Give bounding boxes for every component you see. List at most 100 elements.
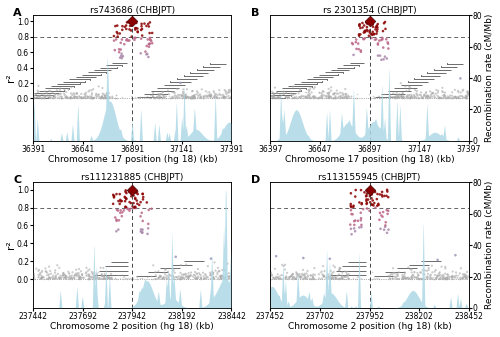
Point	[402, 95, 410, 100]
Point	[336, 94, 344, 99]
Point	[432, 276, 440, 281]
Point	[192, 271, 200, 276]
Point	[384, 46, 392, 51]
Point	[336, 266, 344, 271]
Point	[438, 95, 446, 100]
Point	[306, 276, 314, 281]
Point	[324, 86, 332, 92]
Point	[444, 95, 452, 101]
Point	[149, 90, 157, 96]
Point	[40, 91, 48, 97]
Point	[328, 276, 336, 281]
Point	[102, 276, 110, 281]
Point	[343, 95, 351, 100]
Point	[62, 94, 70, 99]
Point	[42, 269, 50, 274]
Point	[422, 93, 430, 98]
Point	[335, 267, 343, 273]
Point	[178, 275, 186, 280]
Point	[126, 27, 134, 32]
Point	[106, 95, 114, 101]
Point	[210, 94, 218, 100]
Point	[344, 276, 352, 281]
Point	[376, 226, 384, 232]
Point	[300, 272, 308, 277]
Point	[274, 275, 282, 281]
Point	[56, 86, 64, 91]
Point	[318, 92, 326, 97]
Point	[329, 275, 337, 281]
Point	[50, 93, 58, 99]
Point	[104, 94, 112, 100]
Point	[183, 87, 191, 92]
Point	[70, 275, 78, 280]
Point	[372, 27, 380, 32]
Point	[225, 274, 233, 279]
Point	[348, 232, 356, 237]
Point	[57, 94, 65, 100]
Point	[356, 22, 364, 27]
Point	[146, 96, 154, 101]
Point	[58, 275, 66, 280]
Point	[80, 275, 88, 280]
Point	[452, 96, 460, 101]
Point	[407, 94, 415, 99]
Point	[370, 94, 378, 100]
Point	[34, 89, 42, 95]
Point	[444, 272, 452, 277]
Point	[330, 95, 338, 101]
Point	[363, 206, 371, 211]
Point	[190, 95, 198, 100]
Point	[122, 190, 130, 196]
Point	[341, 90, 349, 96]
Point	[322, 275, 330, 280]
Point	[164, 88, 172, 93]
Point	[180, 272, 188, 277]
Point	[188, 89, 196, 94]
Point	[200, 95, 207, 100]
Point	[56, 274, 64, 280]
Point	[205, 92, 213, 98]
Point	[381, 54, 389, 59]
Point	[408, 273, 416, 279]
Point	[292, 276, 300, 281]
Point	[444, 274, 452, 279]
Point	[84, 89, 92, 94]
Point	[434, 88, 442, 93]
Point	[436, 272, 444, 277]
Point	[289, 272, 297, 277]
Point	[440, 275, 448, 280]
Point	[350, 218, 358, 224]
Point	[451, 94, 459, 100]
Point	[59, 273, 67, 278]
Point	[112, 95, 120, 101]
Point	[448, 273, 456, 278]
Point	[184, 274, 192, 280]
Point	[464, 90, 472, 95]
X-axis label: Chromosome 2 position (hg 18) (kb): Chromosome 2 position (hg 18) (kb)	[288, 323, 452, 332]
Point	[218, 274, 226, 279]
Point	[227, 94, 235, 100]
Point	[460, 94, 468, 99]
Point	[102, 93, 110, 99]
Point	[106, 275, 114, 280]
Point	[130, 201, 138, 206]
Point	[177, 274, 185, 279]
Point	[114, 34, 122, 39]
Point	[66, 273, 74, 279]
Point	[46, 95, 54, 101]
Point	[190, 95, 198, 100]
Point	[180, 92, 188, 98]
Point	[442, 266, 450, 271]
Point	[326, 256, 334, 262]
Point	[268, 95, 276, 100]
Point	[372, 24, 380, 29]
Point	[157, 274, 165, 279]
Point	[268, 89, 276, 94]
Point	[362, 193, 370, 198]
Point	[187, 94, 195, 100]
Point	[352, 276, 360, 282]
Point	[400, 275, 408, 281]
Point	[385, 275, 393, 280]
Point	[390, 94, 398, 100]
